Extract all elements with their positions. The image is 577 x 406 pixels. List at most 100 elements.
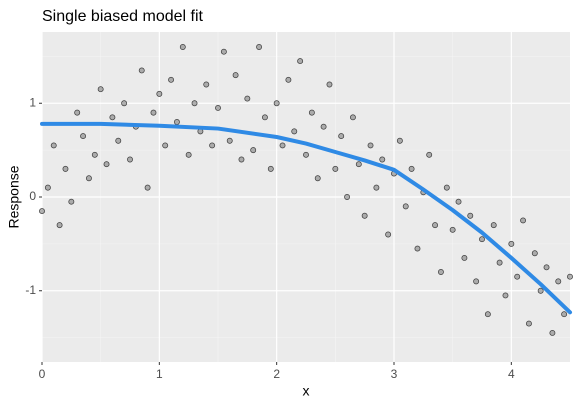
point — [531, 250, 538, 257]
point — [80, 133, 87, 140]
point — [168, 76, 175, 83]
point — [220, 48, 227, 55]
point — [191, 100, 198, 107]
point — [85, 175, 92, 182]
point — [561, 311, 568, 318]
y-tick-label: 1 — [29, 95, 36, 109]
point — [209, 142, 216, 149]
point — [344, 194, 351, 200]
point — [121, 100, 128, 107]
point — [549, 329, 556, 336]
point — [303, 151, 309, 158]
point — [437, 269, 444, 275]
point — [297, 58, 304, 65]
point — [461, 254, 468, 261]
point — [414, 245, 421, 252]
point — [91, 151, 98, 158]
point — [320, 123, 327, 130]
x-tick-label: 3 — [391, 367, 398, 381]
point — [537, 287, 544, 294]
x-tick-label: 4 — [508, 367, 515, 381]
point — [326, 81, 333, 88]
point — [162, 142, 169, 149]
point — [173, 119, 180, 125]
point — [355, 161, 362, 168]
y-tick-label: -1 — [25, 283, 36, 297]
point — [138, 67, 145, 74]
point — [567, 273, 573, 280]
point — [443, 184, 450, 191]
point — [502, 292, 509, 299]
point — [520, 217, 527, 224]
point — [39, 208, 45, 215]
point — [261, 114, 268, 121]
point — [467, 212, 474, 219]
point — [514, 273, 521, 280]
point — [291, 128, 298, 135]
point — [226, 137, 233, 144]
point — [402, 203, 409, 210]
point — [103, 161, 110, 168]
point — [150, 109, 157, 116]
x-tick-label: 1 — [156, 367, 163, 381]
marks — [39, 44, 573, 336]
point — [238, 156, 245, 163]
point — [285, 76, 292, 83]
point — [62, 165, 69, 172]
point — [109, 114, 116, 121]
point — [273, 100, 280, 107]
point — [490, 222, 497, 229]
point — [408, 165, 415, 172]
point — [115, 137, 122, 144]
point — [449, 226, 456, 233]
point — [256, 44, 263, 50]
point — [127, 156, 133, 163]
point — [279, 142, 286, 149]
point — [56, 222, 63, 229]
point — [338, 133, 345, 140]
point — [332, 165, 339, 172]
y-tick-label: 0 — [29, 189, 36, 203]
point — [156, 90, 163, 97]
x-tick-label: 2 — [273, 367, 280, 381]
point — [473, 278, 480, 285]
point — [44, 184, 51, 191]
y-axis-title: Response — [6, 165, 22, 228]
point — [385, 231, 392, 238]
point — [543, 264, 550, 271]
point — [314, 175, 321, 182]
point — [455, 198, 462, 205]
point — [232, 72, 239, 79]
point — [144, 184, 151, 191]
point — [432, 222, 439, 229]
x-axis-title: x — [303, 383, 310, 399]
point — [349, 114, 356, 121]
point — [185, 151, 192, 158]
point — [426, 151, 433, 158]
point — [496, 259, 503, 266]
point — [479, 236, 485, 243]
point — [484, 311, 491, 318]
point — [267, 165, 274, 172]
x-tick-label: 0 — [39, 367, 46, 381]
point — [179, 44, 186, 50]
point — [215, 104, 221, 111]
point — [68, 198, 75, 205]
point — [396, 137, 403, 144]
point — [525, 320, 532, 327]
point — [379, 156, 386, 163]
grid — [41, 32, 570, 362]
point — [244, 95, 251, 102]
point — [203, 81, 210, 88]
point — [555, 278, 562, 285]
point — [373, 184, 380, 191]
point — [367, 142, 374, 149]
point — [97, 86, 104, 93]
point — [308, 109, 315, 116]
point — [508, 240, 515, 247]
point — [74, 109, 81, 116]
fit-line — [40, 121, 572, 315]
chart-title: Single biased model fit — [42, 8, 204, 25]
